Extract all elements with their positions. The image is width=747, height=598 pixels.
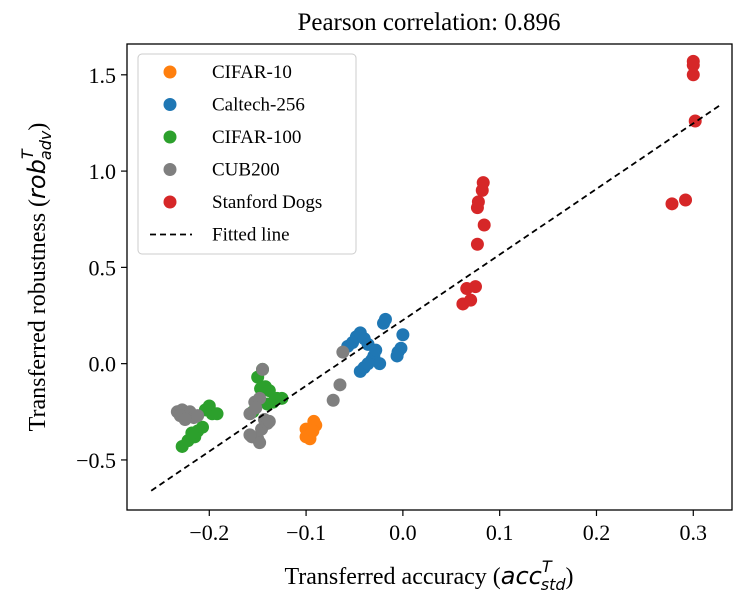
point-cifar-100 <box>196 420 210 434</box>
x-axis-label-math-sub: std <box>541 575 567 594</box>
y-tick-label: −0.5 <box>76 448 116 473</box>
point-caltech-256 <box>396 328 410 342</box>
point-stanford-dogs <box>477 218 491 232</box>
point-cub200 <box>178 412 192 426</box>
point-stanford-dogs <box>686 54 700 68</box>
point-cub200 <box>256 362 270 376</box>
y-axis-label-math-base: rob <box>23 159 51 199</box>
x-tick-label: −0.1 <box>286 520 326 545</box>
point-stanford-dogs <box>471 195 485 209</box>
y-axis-label-text: Transferred robustness ( <box>25 199 51 431</box>
y-tick-label: 1.5 <box>89 63 117 88</box>
legend-marker <box>163 130 177 144</box>
point-cifar-10 <box>306 424 320 438</box>
legend-marker <box>163 98 177 111</box>
point-caltech-256 <box>390 349 404 363</box>
point-cub200 <box>336 345 350 359</box>
point-cub200 <box>253 436 267 450</box>
y-tick-label: 0.5 <box>89 255 117 280</box>
x-tick-label: −0.2 <box>189 520 229 545</box>
legend-label: CUB200 <box>212 160 280 181</box>
x-axis-label-math-sup: T <box>542 557 553 576</box>
fitted-line-group <box>150 104 720 492</box>
point-cifar-100 <box>210 407 224 421</box>
point-cifar-100 <box>185 426 199 440</box>
y-axis-label: Transferred robustness (robTadv) <box>18 123 55 432</box>
legend-label: CIFAR-10 <box>212 62 292 83</box>
legend-label: Caltech-256 <box>212 95 305 116</box>
legend-marker <box>163 163 177 176</box>
x-tick-label: 0.1 <box>486 520 514 545</box>
point-stanford-dogs <box>476 176 490 190</box>
y-axis-label-math-sub: adv <box>36 130 55 160</box>
plot-frame <box>126 43 733 511</box>
y-axis-label-math-sup: T <box>18 148 37 159</box>
x-tick-label: 0.0 <box>389 520 417 545</box>
x-axis-ticks: −0.2 −0.1 0.0 0.1 0.2 0.3 <box>189 510 707 545</box>
point-cifar-100 <box>275 391 289 405</box>
x-axis-label-close: ) <box>566 564 574 590</box>
x-tick-label: 0.3 <box>680 520 708 545</box>
point-cub200 <box>333 378 347 392</box>
y-tick-label: 1.0 <box>89 159 117 184</box>
point-cub200 <box>249 401 263 415</box>
point-stanford-dogs <box>464 293 478 307</box>
point-stanford-dogs <box>686 68 700 82</box>
legend-label: Stanford Dogs <box>212 192 322 213</box>
point-stanford-dogs <box>679 193 693 207</box>
legend-box <box>137 53 357 255</box>
fitted-line <box>150 104 720 492</box>
point-stanford-dogs <box>470 237 484 251</box>
y-tick-label: 0.0 <box>89 352 117 377</box>
y-axis-label-close: ) <box>25 123 51 131</box>
chart-title: Pearson correlation: 0.896 <box>297 9 560 36</box>
point-stanford-dogs <box>665 197 679 211</box>
point-caltech-256 <box>369 343 383 357</box>
legend-marker <box>163 195 177 209</box>
x-axis-label-math-base: acc <box>501 562 542 590</box>
point-cub200 <box>326 393 340 407</box>
x-tick-label: 0.2 <box>583 520 611 545</box>
legend-label: Fitted line <box>212 225 290 246</box>
scatter-points <box>170 54 702 453</box>
point-caltech-256 <box>373 357 387 371</box>
y-axis-ticks: −0.5 0.0 0.5 1.0 1.5 <box>76 63 127 473</box>
point-cub200 <box>262 414 276 428</box>
legend: CIFAR-10 Caltech-256 CIFAR-100 CUB200 Stanfo… <box>137 53 357 255</box>
point-cub200 <box>191 409 205 423</box>
legend-label: CIFAR-100 <box>212 127 301 148</box>
x-axis-label: Transferred accuracy (accT std) <box>284 557 573 594</box>
point-cub200 <box>243 428 257 442</box>
point-stanford-dogs <box>468 280 482 294</box>
legend-marker <box>163 65 177 79</box>
point-caltech-256 <box>378 312 392 326</box>
point-caltech-256 <box>361 357 375 371</box>
x-axis-label-text: Transferred accuracy ( <box>284 564 500 590</box>
